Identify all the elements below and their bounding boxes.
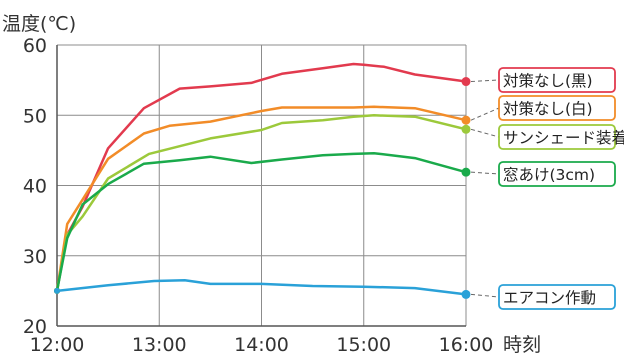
legend-label: 窓あけ(3cm) xyxy=(503,166,595,184)
series-lines xyxy=(54,62,471,299)
series-end-point xyxy=(461,289,471,299)
axes: 20 30 40 50 60 12:00 13:00 14:00 15:00 16:00 xyxy=(23,35,494,356)
legend-label: エアコン作動 xyxy=(503,289,596,307)
grid xyxy=(56,44,467,327)
legend-label: 対策なし(白) xyxy=(503,100,593,118)
x-tick-label: 16:00 xyxy=(439,334,494,356)
legend-leader-line xyxy=(470,171,500,175)
legend-label: サンシェード装着 xyxy=(503,129,624,147)
legend-box xyxy=(498,161,616,187)
series-end-point xyxy=(461,167,471,177)
legend-box xyxy=(498,124,616,150)
y-tick-label: 30 xyxy=(23,246,47,268)
legend-label: 対策なし(黒) xyxy=(503,72,593,90)
x-tick-label: 12:00 xyxy=(30,334,85,356)
legend-box xyxy=(498,67,616,93)
legend-leader-line xyxy=(470,107,500,121)
series-line xyxy=(55,151,467,292)
x-axis-label: 時刻 xyxy=(503,334,541,356)
series-line xyxy=(56,279,467,296)
x-tick-label: 14:00 xyxy=(234,334,289,356)
series-end-point xyxy=(461,124,471,134)
series-end-point xyxy=(461,115,471,125)
series-start-point xyxy=(54,287,60,294)
x-tick-label: 13:00 xyxy=(132,334,187,356)
series-line xyxy=(55,105,467,292)
y-axis-label: 温度(℃) xyxy=(2,13,76,35)
y-tick-label: 60 xyxy=(23,35,47,57)
legend-leader-line xyxy=(470,293,500,298)
y-tick-label: 50 xyxy=(23,105,47,127)
legend-box xyxy=(498,95,616,121)
y-tick-label: 20 xyxy=(23,316,47,338)
series-end-point xyxy=(461,77,471,87)
legend-leader-line xyxy=(470,128,500,138)
series-line xyxy=(55,114,467,292)
x-tick-label: 15:00 xyxy=(336,334,391,356)
legend-leader-line xyxy=(470,79,500,83)
y-tick-label: 40 xyxy=(23,176,47,198)
legend-box xyxy=(498,284,616,310)
